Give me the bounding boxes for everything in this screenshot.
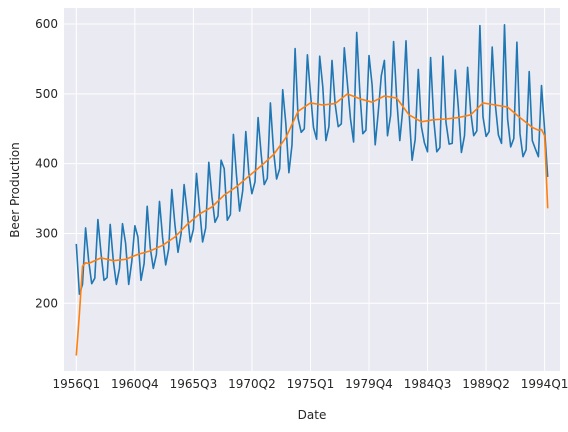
x-tick-label: 1956Q1 xyxy=(53,377,101,391)
y-tick-label: 300 xyxy=(35,226,58,240)
series-layer xyxy=(75,23,549,356)
x-tick-labels: 1956Q1 1960Q4 1965Q3 1970Q2 1975Q1 1979Q4 1984… xyxy=(53,377,568,391)
x-tick-label: 1960Q4 xyxy=(111,377,159,391)
y-tick-label: 500 xyxy=(35,87,58,101)
y-tick-label: 600 xyxy=(35,17,58,31)
y-gridlines xyxy=(64,23,560,304)
x-tick-label: 1989Q2 xyxy=(462,377,510,391)
y-tick-label: 400 xyxy=(35,157,58,171)
y-axis-label: Beer Production xyxy=(8,142,22,238)
x-tick-label: 1984Q3 xyxy=(404,377,452,391)
x-axis-label: Date xyxy=(298,408,327,422)
x-tick-label: 1979Q4 xyxy=(345,377,393,391)
y-tick-label: 200 xyxy=(35,296,58,310)
x-tick-label: 1970Q2 xyxy=(228,377,276,391)
y-tick-labels: 200 300 400 500 600 xyxy=(35,17,58,310)
series-line-production xyxy=(75,23,549,296)
x-tick-label: 1994Q1 xyxy=(521,377,568,391)
x-tick-label: 1965Q3 xyxy=(170,377,218,391)
x-tick-label: 1975Q1 xyxy=(287,377,335,391)
series-line-rolling-mean xyxy=(75,93,549,356)
plot-background xyxy=(64,8,560,371)
